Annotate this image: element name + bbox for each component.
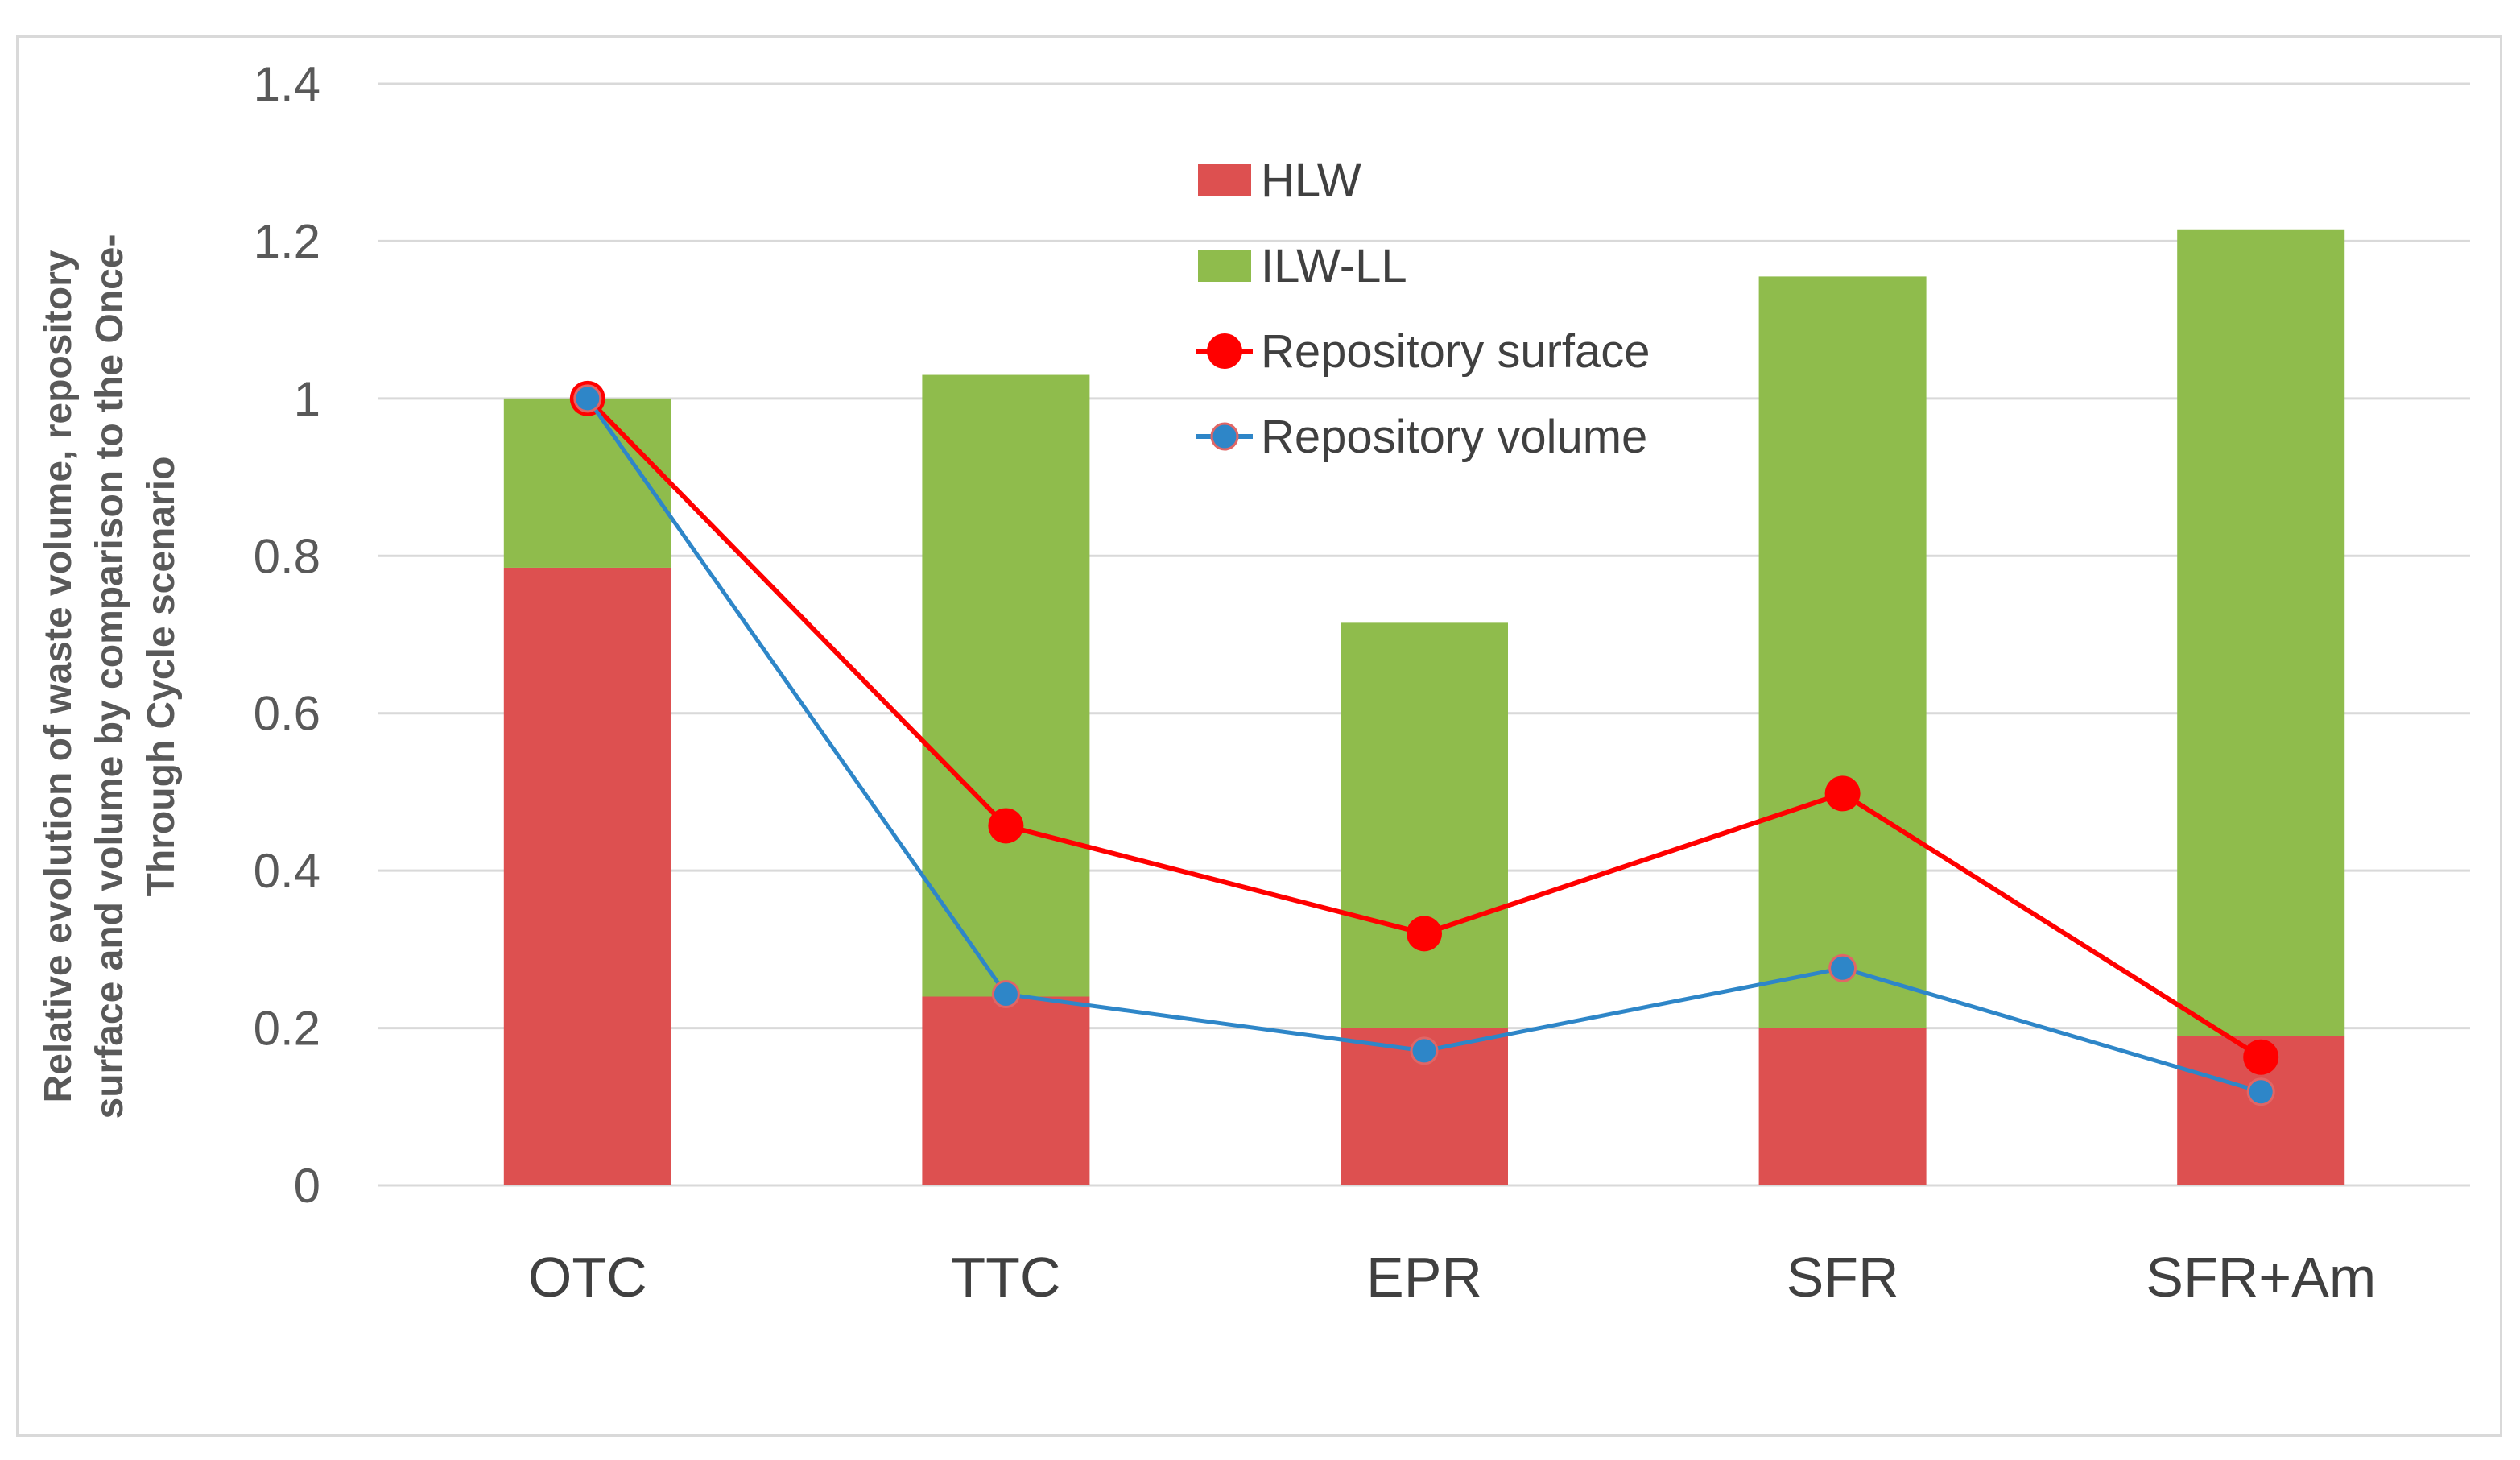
y-axis-title-group: Relative evolution of waste volume, repo… — [37, 234, 183, 1119]
y-tick-label: 0 — [294, 1159, 320, 1213]
y-tick-label: 0.2 — [254, 1002, 320, 1056]
bar-ilw-ll-sfr-am — [2177, 229, 2345, 1036]
y-axis-title: Relative evolution of waste volume, repo… — [37, 234, 183, 1119]
legend-label-hlw: HLW — [1261, 155, 1361, 207]
legend: HLW ILW-LL Repository surface Repository vo… — [1196, 155, 1650, 463]
y-tick-label: 1 — [294, 372, 320, 426]
y-axis-title-line: Through Cycle scenario — [140, 457, 183, 897]
bars — [503, 229, 2345, 1185]
y-tick-label: 0.6 — [254, 687, 320, 741]
x-category-label: OTC — [528, 1246, 647, 1309]
bar-ilw-ll-epr — [1341, 622, 1508, 1028]
bar-hlw-sfr — [1758, 1028, 1927, 1185]
y-tick-label: 1.4 — [254, 57, 320, 111]
lines — [569, 380, 2279, 1106]
bar-hlw-otc — [503, 567, 671, 1185]
legend-marker-repository-volume — [1210, 422, 1239, 451]
point-repository-volume-ttc — [991, 980, 1020, 1009]
x-axis-categories: OTC TTC EPR SFR SFR+Am — [528, 1246, 2376, 1309]
y-axis-title-line: surface and volume by comparison to the … — [89, 234, 131, 1119]
y-tick-label: 0.4 — [254, 844, 320, 898]
chart-frame — [16, 35, 2502, 1437]
point-repository-volume-otc — [573, 384, 602, 413]
y-axis-title-line: Relative evolution of waste volume, repo… — [37, 250, 80, 1102]
y-tick-label: 1.2 — [254, 214, 320, 268]
legend-marker-repository-surface — [1207, 333, 1242, 369]
point-repository-volume-epr — [1410, 1036, 1439, 1065]
point-repository-surface-ttc — [988, 808, 1024, 844]
x-category-label: TTC — [951, 1246, 1060, 1309]
point-repository-surface-sfr-am — [2243, 1039, 2279, 1075]
y-axis-ticks: 0 0.2 0.4 0.6 0.8 1 1.2 1.4 — [254, 57, 320, 1213]
bar-ilw-ll-otc — [503, 398, 671, 568]
legend-label-ilw-ll: ILW-LL — [1261, 240, 1407, 292]
bar-ilw-ll-ttc — [922, 374, 1090, 997]
bar-ilw-ll-sfr — [1758, 276, 1927, 1028]
legend-swatch-ilw-ll — [1198, 250, 1251, 282]
point-repository-volume-sfr-am — [2246, 1077, 2275, 1106]
legend-swatch-hlw — [1198, 164, 1251, 196]
x-category-label: SFR — [1787, 1246, 1899, 1309]
x-category-label: SFR+Am — [2146, 1246, 2376, 1309]
gridlines — [378, 82, 2470, 1187]
point-repository-surface-epr — [1407, 916, 1442, 952]
x-category-label: EPR — [1366, 1246, 1482, 1309]
point-repository-surface-sfr — [1824, 775, 1861, 812]
y-tick-label: 0.8 — [254, 529, 320, 583]
point-repository-volume-sfr — [1828, 953, 1857, 982]
legend-label-repository-volume: Repository volume — [1261, 411, 1647, 463]
bar-hlw-ttc — [922, 996, 1090, 1185]
legend-label-repository-surface: Repository surface — [1261, 325, 1650, 378]
